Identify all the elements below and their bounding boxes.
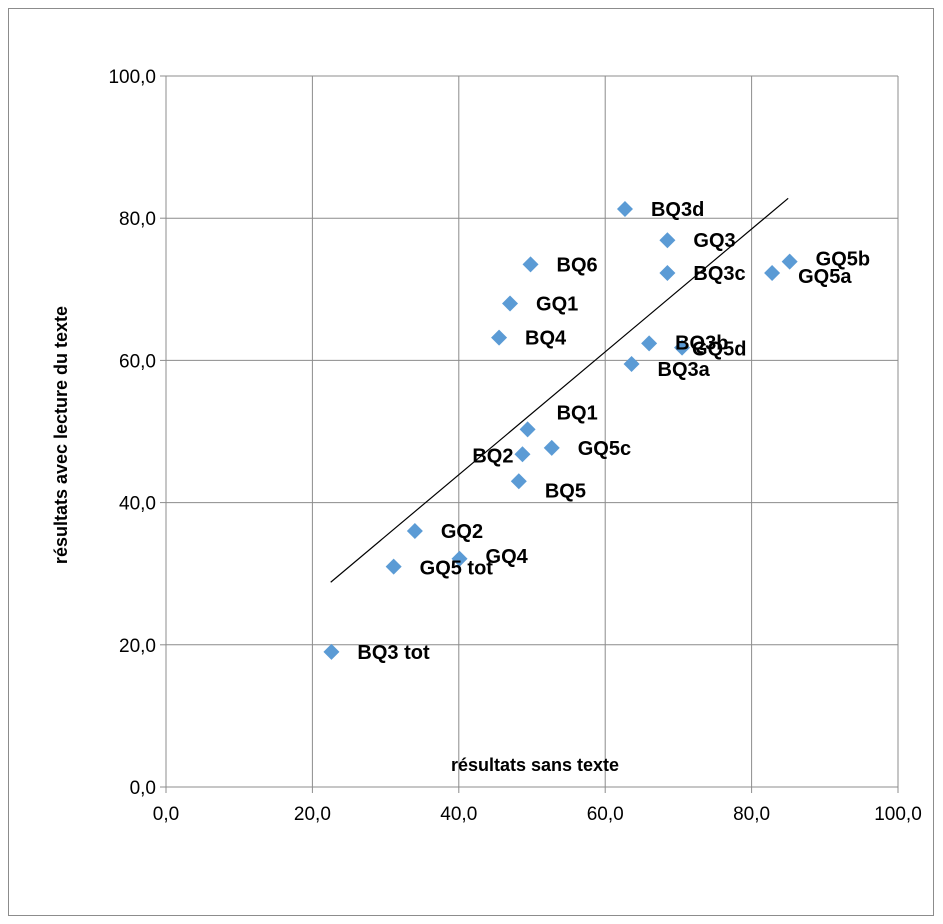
data-point-label: BQ3a bbox=[658, 359, 711, 381]
y-tick-label: 100,0 bbox=[108, 67, 156, 88]
data-point-label: GQ3 bbox=[693, 230, 735, 252]
x-tick-label: 20,0 bbox=[294, 804, 331, 825]
data-point-marker bbox=[519, 421, 536, 438]
data-point-label: GQ5c bbox=[578, 438, 631, 460]
data-point-label: GQ5 tot bbox=[420, 558, 494, 580]
data-point-marker bbox=[641, 335, 658, 352]
tick-labels: 0,0 20,0 40,0 60,0 80,0 100,0 0,0 20,0 40,0 60,0 8… bbox=[108, 67, 921, 825]
data-point-label: GQ4 bbox=[486, 546, 529, 568]
data-point-marker bbox=[502, 295, 519, 312]
data-point-label: BQ5 bbox=[545, 480, 586, 502]
data-point-label: BQ6 bbox=[557, 254, 598, 276]
x-tick-label: 80,0 bbox=[733, 804, 770, 825]
trendline-group bbox=[330, 197, 789, 583]
data-point-marker bbox=[543, 439, 560, 456]
x-tick-label: 60,0 bbox=[587, 804, 624, 825]
data-point-label: BQ1 bbox=[557, 402, 598, 424]
data-point-marker bbox=[674, 339, 691, 356]
data-point-label: BQ2 bbox=[472, 445, 513, 467]
data-point-marker bbox=[385, 558, 402, 575]
data-point-marker bbox=[491, 329, 508, 346]
y-axis-title: résultats avec lecture du texte bbox=[51, 306, 71, 564]
data-point-marker bbox=[522, 256, 539, 273]
data-point-marker bbox=[406, 523, 423, 540]
x-tick-label: 40,0 bbox=[440, 804, 477, 825]
x-tick-label: 0,0 bbox=[153, 804, 179, 825]
y-tick-label: 60,0 bbox=[119, 351, 156, 372]
chart-frame: BQ3d GQ3 BQ6 BQ3c GQ5a GQ5b GQ1 BQ4 BQ3b GQ5d BQ3a… bbox=[8, 8, 934, 916]
y-tick-label: 0,0 bbox=[130, 778, 156, 799]
data-point-label: GQ2 bbox=[441, 521, 483, 543]
data-point-marker bbox=[659, 264, 676, 281]
data-point-label: BQ3 tot bbox=[357, 642, 430, 664]
gridlines bbox=[160, 75, 899, 793]
data-point-marker bbox=[764, 264, 781, 281]
data-point-label: GQ5d bbox=[692, 339, 746, 361]
data-point-label: BQ3d bbox=[651, 199, 704, 221]
data-point-label: GQ1 bbox=[536, 294, 578, 316]
x-axis-title: résultats sans texte bbox=[451, 755, 619, 775]
y-tick-label: 40,0 bbox=[119, 494, 156, 515]
data-point-marker bbox=[514, 446, 531, 463]
data-point-marker bbox=[781, 253, 798, 270]
data-point-label: BQ4 bbox=[525, 328, 567, 350]
data-point-marker bbox=[616, 200, 633, 217]
data-point-marker bbox=[451, 550, 468, 567]
data-point-label: GQ5b bbox=[816, 249, 870, 271]
data-point-marker bbox=[323, 643, 340, 660]
y-tick-label: 20,0 bbox=[119, 636, 156, 657]
data-point-label: GQ5a bbox=[798, 266, 852, 288]
data-point-label: BQ3c bbox=[693, 263, 745, 285]
y-tick-label: 80,0 bbox=[119, 209, 156, 230]
data-point-marker bbox=[623, 355, 640, 372]
data-point-label: BQ3b bbox=[675, 332, 728, 354]
x-tick-label: 100,0 bbox=[874, 804, 922, 825]
data-point-marker bbox=[510, 473, 527, 490]
data-point-marker bbox=[659, 232, 676, 249]
trendline bbox=[330, 197, 789, 583]
